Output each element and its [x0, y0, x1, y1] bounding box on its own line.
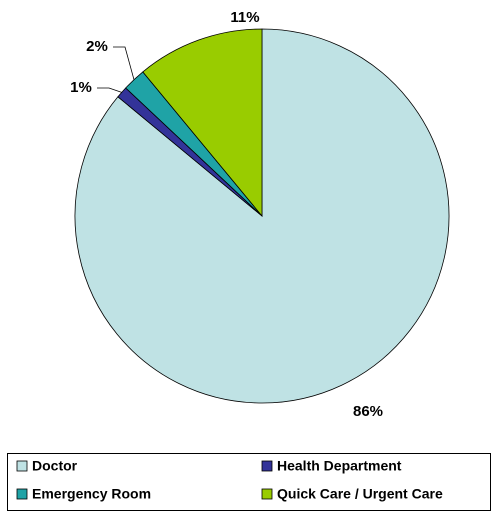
legend-swatch: [16, 488, 28, 500]
legend-box: [7, 453, 491, 511]
legend-label: Doctor: [32, 458, 78, 474]
legend: Doctor Health Department Emergency Room Qui…: [16, 458, 443, 502]
data-label: 1%: [70, 79, 92, 96]
data-label: 86%: [353, 403, 383, 420]
legend-swatch: [261, 488, 273, 500]
leader-line: [113, 46, 135, 80]
data-label: 2%: [86, 38, 108, 55]
legend-label: Emergency Room: [32, 486, 151, 502]
legend-label: Quick Care / Urgent Care: [277, 486, 443, 502]
pie-slice: [142, 28, 263, 218]
legend-swatch: [261, 460, 273, 472]
leader-line: [97, 87, 122, 93]
legend-label: Health Department: [277, 458, 402, 474]
pie: 86% 1% 2% 11%: [70, 9, 450, 420]
legend-swatch: [16, 460, 28, 472]
data-label: 11%: [230, 9, 259, 26]
